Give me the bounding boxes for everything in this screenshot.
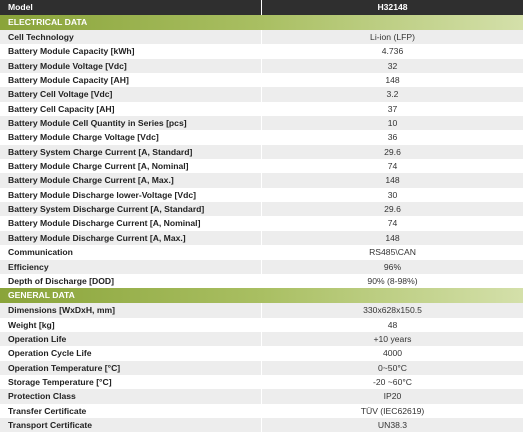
spec-row: Efficiency 96% (0, 259, 523, 274)
spec-value: 3.2 (386, 89, 399, 100)
spec-value: 32 (387, 60, 398, 71)
spec-row: Transport Certificate UN38.3 (0, 417, 523, 433)
spec-row: Battery Module Discharge lower-Voltage [… (0, 187, 523, 203)
spec-label: Battery Module Charge Voltage [Vdc] (0, 130, 262, 145)
spec-table: Model H32148 ELECTRICAL DATA Cell Technol… (0, 0, 523, 433)
spec-label: Depth of Discharge [DOD] (0, 273, 262, 289)
spec-value: IP20 (383, 391, 402, 402)
spec-value: 48 (387, 319, 398, 330)
section-header: ELECTRICAL DATA (0, 15, 523, 30)
spec-value: 36 (387, 132, 398, 143)
spec-label: Battery Module Voltage [Vdc] (0, 58, 262, 74)
spec-row: Battery Module Voltage [Vdc] 32 (0, 58, 523, 74)
spec-value: 148 (385, 75, 400, 86)
spec-label: Battery Module Charge Current [A, Nomina… (0, 159, 262, 174)
spec-value: 29.6 (384, 146, 401, 157)
spec-row: Battery Module Charge Voltage [Vdc] 36 (0, 130, 523, 145)
spec-value: 74 (387, 218, 398, 229)
spec-value: 96% (383, 261, 402, 272)
spec-value: 10 (387, 118, 398, 129)
spec-row: Battery Module Cell Quantity in Series [… (0, 116, 523, 131)
spec-row: Battery Module Charge Current [A, Max.] 1… (0, 173, 523, 188)
spec-row: Battery Cell Voltage [Vdc] 3.2 (0, 87, 523, 102)
spec-label: Operation Cycle Life (0, 346, 262, 361)
spec-row: Protection Class IP20 (0, 389, 523, 404)
spec-label: Protection Class (0, 389, 262, 404)
spec-label: Communication (0, 245, 262, 260)
spec-row: Transfer Certificate TÜV (IEC62619) (0, 403, 523, 418)
spec-label: Operation Temperature [°C] (0, 360, 262, 375)
spec-value: Li-ion (LFP) (370, 32, 415, 42)
spec-row: Storage Temperature [°C] -20 ~60°C (0, 374, 523, 390)
header-row: Model H32148 (0, 0, 523, 15)
spec-value: TÜV (IEC62619) (360, 405, 425, 416)
spec-row: Battery Module Capacity [AH] 148 (0, 73, 523, 88)
header-label: Model (0, 0, 262, 15)
spec-value: 74 (387, 161, 398, 172)
section-header: GENERAL DATA (0, 288, 523, 304)
spec-row: Operation Cycle Life 4000 (0, 346, 523, 361)
spec-label: Battery Module Discharge Current [A, Nom… (0, 216, 262, 231)
spec-value: 4.736 (381, 46, 404, 57)
spec-label: Battery Module Charge Current [A, Max.] (0, 173, 262, 188)
spec-value: -20 ~60°C (372, 376, 413, 387)
spec-value: RS485\CAN (369, 247, 416, 258)
spec-label: Storage Temperature [°C] (0, 374, 262, 390)
spec-row: Weight [kg] 48 (0, 317, 523, 332)
spec-label: Transport Certificate (0, 417, 262, 433)
spec-label: Battery Module Capacity [kWh] (0, 44, 262, 59)
spec-value: 4000 (382, 348, 403, 359)
spec-label: Battery Module Discharge Current [A, Max… (0, 230, 262, 246)
spec-row: Battery System Charge Current [A, Standa… (0, 144, 523, 160)
spec-row: Communication RS485\CAN (0, 245, 523, 260)
spec-label: Battery Cell Voltage [Vdc] (0, 87, 262, 102)
spec-value: 148 (385, 232, 400, 243)
header-value: H32148 (377, 2, 408, 12)
spec-label: Battery Module Capacity [AH] (0, 73, 262, 88)
spec-row: Battery Module Charge Current [A, Nomina… (0, 159, 523, 174)
spec-value: 90% (8-98%) (367, 275, 418, 286)
spec-row: Dimensions [WxDxH, mm] 330x628x150.5 (0, 303, 523, 318)
spec-row: Depth of Discharge [DOD] 90% (8-98%) (0, 273, 523, 289)
spec-value: 29.6 (384, 204, 401, 215)
spec-label: Battery Module Discharge lower-Voltage [… (0, 187, 262, 203)
spec-value: 30 (387, 189, 398, 200)
spec-label: Dimensions [WxDxH, mm] (0, 303, 262, 318)
spec-label: Cell Technology (0, 30, 262, 45)
spec-row: Battery Module Discharge Current [A, Nom… (0, 216, 523, 231)
spec-row: Cell Technology Li-ion (LFP) (0, 30, 523, 45)
spec-label: Battery System Charge Current [A, Standa… (0, 144, 262, 160)
spec-label: Efficiency (0, 259, 262, 274)
spec-row: Battery Module Capacity [kWh] 4.736 (0, 44, 523, 59)
spec-value: 330x628x150.5 (363, 305, 422, 316)
spec-label: Transfer Certificate (0, 403, 262, 418)
spec-value: 148 (385, 175, 400, 186)
spec-label: Battery Cell Capacity [AH] (0, 101, 262, 117)
spec-value: +10 years (373, 333, 412, 344)
spec-row: Battery Cell Capacity [AH] 37 (0, 101, 523, 117)
spec-value: 37 (387, 103, 398, 114)
spec-row: Battery Module Discharge Current [A, Max… (0, 230, 523, 246)
spec-value: 0~50°C (378, 362, 407, 373)
spec-row: Operation Temperature [°C] 0~50°C (0, 360, 523, 375)
spec-row: Battery System Discharge Current [A, Sta… (0, 202, 523, 217)
spec-row: Operation Life +10 years (0, 331, 523, 347)
spec-label: Battery System Discharge Current [A, Sta… (0, 202, 262, 217)
spec-value: UN38.3 (377, 419, 408, 430)
spec-label: Operation Life (0, 331, 262, 347)
spec-label: Weight [kg] (0, 317, 262, 332)
spec-label: Battery Module Cell Quantity in Series [… (0, 116, 262, 131)
